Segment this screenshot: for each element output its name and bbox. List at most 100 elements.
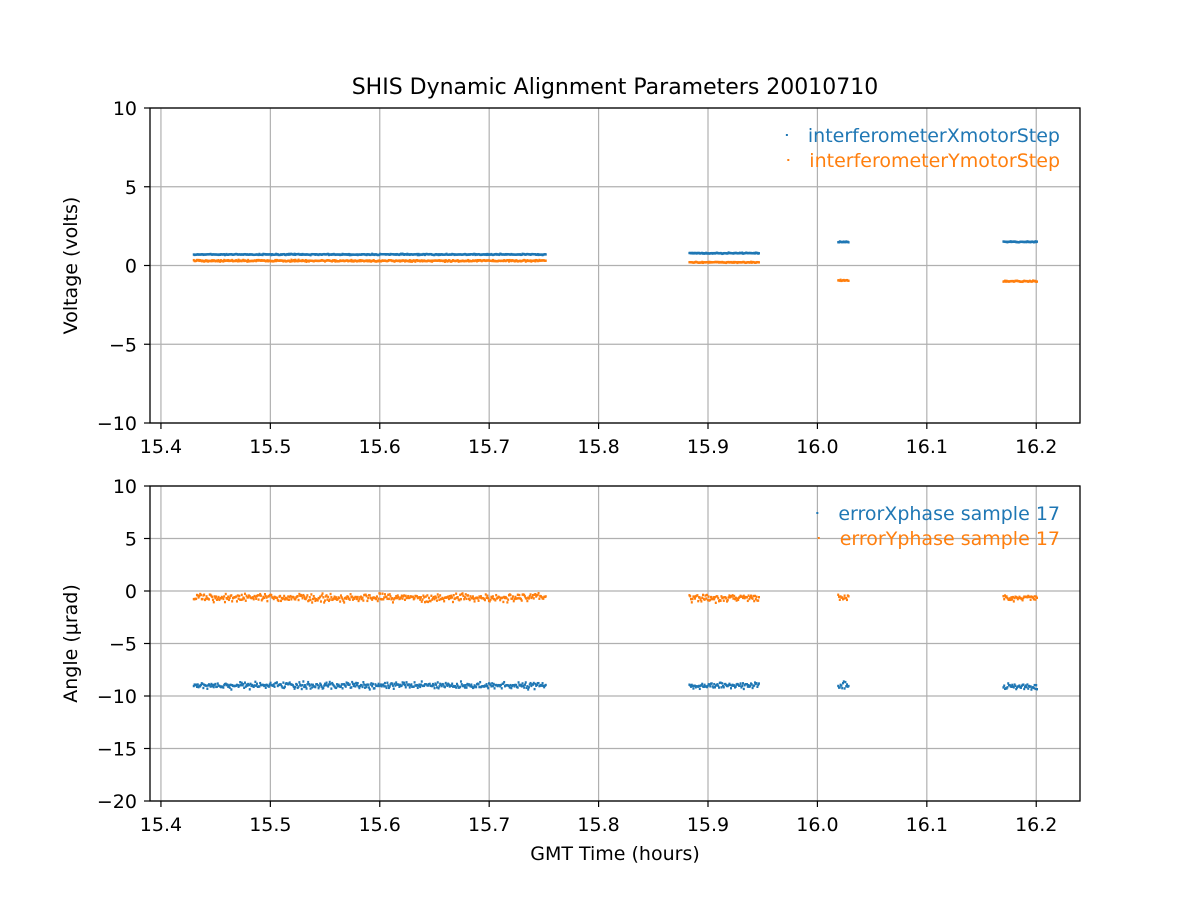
scatter-point	[517, 597, 520, 600]
scatter-point	[470, 683, 473, 686]
scatter-point	[1004, 594, 1007, 597]
scatter-point	[249, 682, 252, 686]
scatter-point	[228, 686, 231, 689]
scatter-point	[1012, 595, 1015, 599]
scatter-point	[525, 597, 528, 600]
scatter-point	[750, 683, 753, 686]
scatter-point	[431, 684, 434, 688]
scatter-point	[537, 681, 540, 685]
scatter-point	[211, 598, 214, 602]
scatter-point	[698, 687, 701, 691]
scatter-point	[696, 594, 699, 597]
scatter-point	[289, 260, 292, 263]
scatter-point	[432, 684, 435, 687]
scatter-point	[217, 595, 220, 599]
scatter-point	[313, 597, 316, 600]
scatter-point	[304, 258, 307, 262]
scatter-point	[460, 683, 463, 686]
scatter-point	[1012, 600, 1015, 603]
scatter-point	[755, 682, 758, 685]
scatter-point	[419, 598, 422, 601]
scatter-point	[374, 683, 377, 686]
scatter-point	[223, 595, 226, 598]
scatter-point	[740, 686, 743, 689]
scatter-point	[380, 598, 383, 601]
scatter-point	[447, 597, 450, 601]
scatter-point	[714, 601, 717, 604]
scatter-point	[719, 599, 722, 602]
y-tick-label: 5	[125, 529, 137, 551]
scatter-point	[421, 598, 424, 601]
scatter-point	[400, 684, 403, 687]
scatter-point	[533, 687, 536, 691]
scatter-point	[388, 593, 391, 596]
scatter-point	[690, 601, 693, 604]
scatter-point	[535, 683, 538, 687]
scatter-point	[527, 686, 530, 689]
scatter-point	[400, 594, 403, 597]
scatter-point	[523, 595, 526, 598]
scatter-point	[348, 683, 351, 686]
scatter-point	[401, 681, 404, 684]
scatter-point	[528, 595, 531, 598]
scatter-point	[1017, 596, 1020, 600]
scatter-point	[408, 259, 411, 262]
scatter-point	[463, 596, 466, 599]
scatter-point	[431, 597, 434, 600]
scatter-point	[734, 596, 737, 600]
scatter-point	[1008, 598, 1011, 602]
scatter-point	[698, 684, 700, 688]
scatter-point	[516, 686, 519, 689]
scatter-point	[246, 684, 249, 687]
scatter-point	[393, 682, 396, 686]
scatter-point	[380, 685, 383, 688]
scatter-point	[370, 597, 373, 600]
scatter-point	[507, 684, 510, 688]
scatter-point	[199, 685, 202, 688]
scatter-point	[540, 595, 543, 599]
scatter-point	[229, 683, 232, 686]
scatter-point	[407, 683, 410, 686]
scatter-point	[310, 593, 313, 596]
x-tick-label: 15.8	[577, 814, 619, 836]
scatter-point	[758, 252, 760, 255]
scatter-point	[362, 599, 365, 602]
scatter-point	[339, 600, 342, 603]
scatter-point	[264, 594, 267, 598]
scatter-point	[196, 594, 199, 597]
scatter-point	[320, 685, 323, 688]
scatter-point	[1024, 685, 1027, 689]
scatter-point	[403, 681, 406, 685]
scatter-point	[530, 684, 533, 688]
scatter-point	[351, 680, 354, 684]
scatter-point	[336, 685, 339, 688]
scatter-point	[308, 684, 311, 687]
scatter-point	[386, 681, 389, 684]
scatter-point	[297, 685, 300, 688]
scatter-point	[698, 596, 701, 599]
scatter-point	[305, 596, 308, 599]
scatter-point	[534, 682, 537, 686]
scatter-point	[464, 593, 467, 596]
scatter-point	[280, 685, 283, 688]
scatter-point	[454, 597, 457, 600]
scatter-point	[348, 598, 351, 601]
scatter-point	[239, 681, 242, 684]
scatter-point	[837, 593, 840, 596]
scatter-point	[352, 684, 355, 688]
scatter-point	[238, 594, 241, 598]
scatter-point	[1032, 686, 1035, 690]
scatter-point	[272, 683, 275, 686]
scatter-point	[420, 680, 423, 683]
scatter-point	[357, 599, 360, 603]
scatter-point	[369, 683, 372, 686]
scatter-point	[467, 594, 470, 597]
scatter-point	[230, 688, 233, 691]
scatter-point	[246, 260, 249, 263]
scatter-point	[286, 598, 289, 601]
scatter-point	[236, 260, 239, 263]
scatter-point	[1010, 685, 1013, 688]
scatter-point	[370, 682, 373, 685]
scatter-point	[258, 685, 261, 688]
scatter-point	[347, 595, 350, 599]
